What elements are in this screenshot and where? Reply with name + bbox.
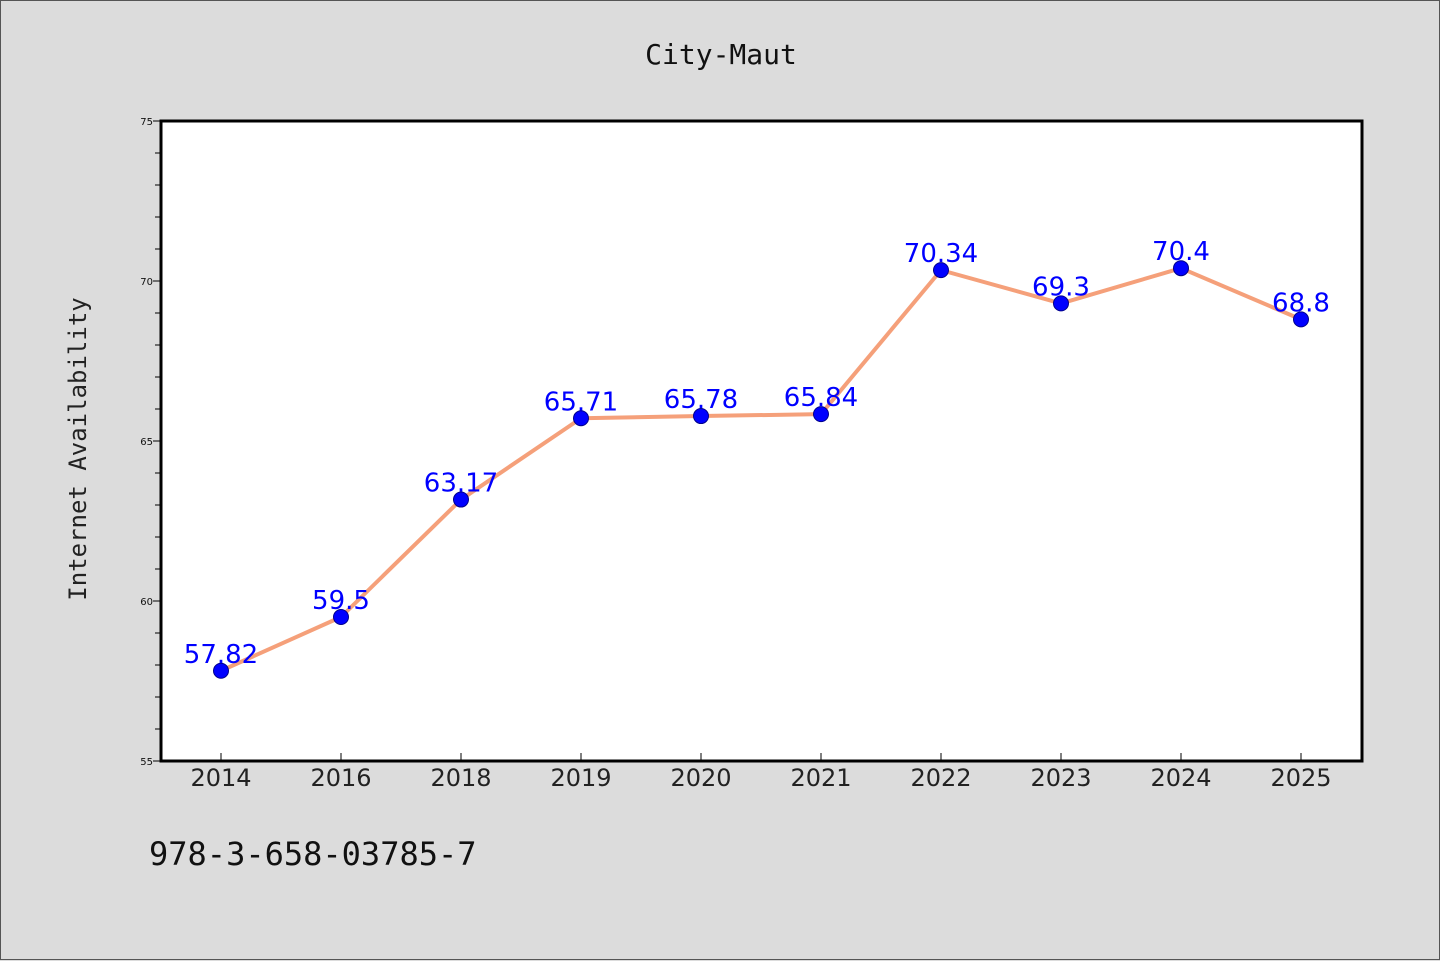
x-tick-label: 2023 [1030,764,1091,792]
data-label: 63.17 [424,469,498,499]
y-tick-label: 55 [140,757,153,768]
plot-area [159,119,1364,763]
y-tick-label: 60 [140,597,153,608]
data-label: 65.71 [544,387,618,417]
x-tick-label: 2022 [910,764,971,792]
data-point [933,262,949,279]
x-tick-label: 2020 [670,764,731,792]
data-label: 57.82 [184,640,258,670]
data-point [1293,311,1309,328]
x-tick-label: 2014 [190,764,251,792]
data-point [333,609,349,625]
data-label: 59.5 [312,586,370,616]
x-tick-label: 2018 [430,764,491,792]
y-tick-label: 65 [140,437,153,448]
y-tick-label: 75 [140,117,153,128]
data-label: 65.78 [664,385,738,415]
x-tick-label: 2021 [790,764,851,792]
data-label: 70.4 [1152,237,1210,267]
x-tick-label: 2025 [1270,764,1331,792]
data-label: 65.84 [784,383,858,413]
data-label: 70.34 [904,239,978,269]
x-tick-label: 2016 [310,764,371,792]
data-point [813,406,829,423]
y-axis-ticks: 55 60 65 70 75 [140,117,161,768]
data-point [1173,260,1189,277]
data-point [573,410,589,427]
data-point [693,408,709,425]
data-point [213,662,229,679]
chart-title: City-Maut [645,38,797,71]
series-line-group: 57.82 59.5 63.17 65.71 65.78 65.84 70.34 69.3 70… [184,237,1330,679]
y-tick-label: 70 [140,277,153,288]
y-axis-label: Internet Availability [64,297,92,600]
series-line [220,266,1302,673]
x-tick-label: 2024 [1150,764,1211,792]
data-point [453,491,469,508]
data-point [1053,295,1069,312]
isbn-footer: 978-3-658-03785-7 [149,835,477,873]
x-axis-ticks: 2014 2016 2018 2019 2020 2021 2022 2023 2024 2025 [190,753,1332,792]
x-tick-label: 2019 [550,764,611,792]
data-label: 69.3 [1032,272,1090,302]
data-label: 68.8 [1272,288,1330,318]
